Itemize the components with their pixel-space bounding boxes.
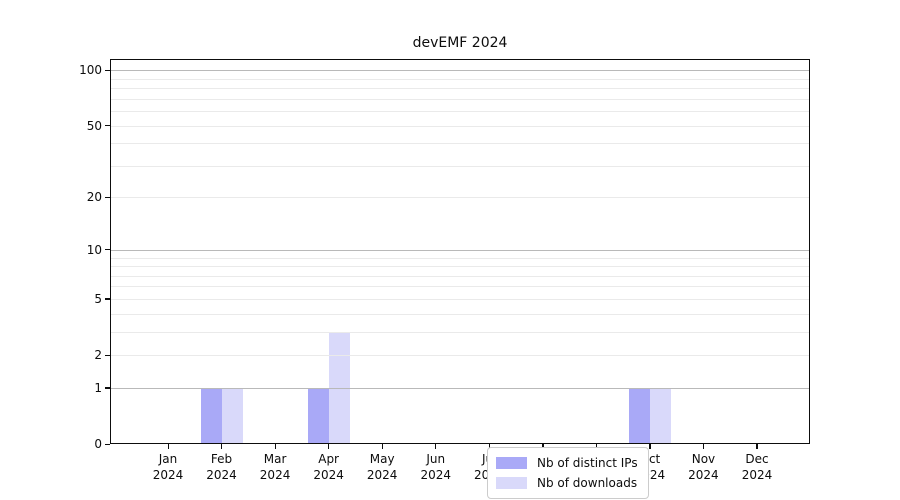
legend-label: Nb of distinct IPs: [537, 456, 638, 470]
x-tick-year: 2024: [366, 468, 398, 482]
x-tick-label-mar: Mar 2024: [243, 451, 307, 483]
x-tick-label-may: May 2024: [350, 451, 414, 483]
x-tick-month: Mar: [263, 452, 287, 466]
bar-distinct-ips-apr: [307, 387, 329, 444]
gridline-major-100: [110, 70, 810, 72]
plot-area: Nb of distinct IPs Nb of downloads: [110, 59, 810, 499]
x-tick-year: 2024: [741, 468, 773, 482]
x-tick-label-apr: Apr 2024: [297, 451, 361, 483]
x-tick-mark-jul: [488, 444, 490, 449]
bar-distinct-ips-oct: [628, 387, 650, 444]
x-tick-month: Jun: [426, 452, 446, 466]
y-tick-label-0: 0: [94, 437, 102, 451]
gridline-minor-80: [110, 88, 810, 90]
x-tick-mark-aug: [542, 444, 544, 449]
x-tick-year: 2024: [152, 468, 184, 482]
y-tick-label-5: 5: [94, 291, 102, 306]
x-tick-month: Feb: [210, 452, 233, 466]
gridlines-layer: [110, 59, 810, 444]
y-tick-mark-20: [105, 196, 110, 199]
gridline-minor-9: [110, 257, 810, 259]
y-tick-label-20: 20: [86, 190, 102, 205]
gridline-minor-90: [110, 78, 810, 80]
gridline-minor-20: [110, 197, 810, 199]
x-tick-mark-feb: [221, 444, 223, 449]
gridline-minor-60: [110, 111, 810, 113]
x-tick-label-nov: Nov 2024: [671, 451, 735, 483]
x-tick-year: 2024: [259, 468, 291, 482]
gridline-major-10: [110, 249, 810, 251]
gridline-minor-50: [110, 125, 810, 127]
bar-distinct-ips-feb: [200, 387, 222, 444]
bar-downloads-feb: [221, 387, 243, 444]
legend: Nb of distinct IPs Nb of downloads: [487, 447, 649, 499]
x-tick-mark-sep: [595, 444, 598, 449]
x-tick-mark-apr: [328, 444, 330, 449]
x-tick-year: 2024: [420, 468, 451, 482]
gridline-minor-40: [110, 143, 810, 145]
gridline-minor-2: [110, 355, 810, 357]
gridline-minor-6: [110, 286, 810, 288]
bars-layer: [110, 59, 810, 444]
x-tick-month: May: [369, 452, 395, 466]
chart-title: devEMF 2024: [412, 35, 508, 51]
legend-swatch-distinct-ips: [496, 457, 527, 469]
y-tick-label-1: 1: [94, 380, 102, 395]
y-tick-mark-50: [105, 125, 110, 127]
y-tick-mark-1: [105, 387, 110, 389]
bar-downloads-apr: [328, 331, 350, 444]
gridline-minor-5: [110, 298, 810, 300]
gridline-minor-7: [110, 275, 810, 277]
x-tick-year: 2024: [206, 468, 237, 482]
gridline-minor-8: [110, 266, 810, 268]
y-tick-mark-100: [105, 69, 110, 71]
y-tick-mark-2: [105, 354, 110, 356]
x-tick-label-jun: Jun 2024: [404, 451, 468, 483]
x-tick-mark-oct: [649, 444, 651, 449]
y-tick-mark-0: [105, 443, 110, 445]
x-tick-label-jan: Jan 2024: [136, 451, 200, 483]
x-tick-month: Apr: [318, 452, 339, 466]
x-tick-mark-dec: [756, 444, 758, 449]
gridline-minor-4: [110, 313, 810, 315]
x-tick-month: Dec: [745, 452, 769, 466]
legend-swatch-downloads: [496, 477, 527, 489]
x-tick-year: 2024: [688, 468, 719, 482]
y-tick-label-10: 10: [86, 242, 102, 257]
legend-label: Nb of downloads: [537, 476, 638, 490]
x-tick-mark-nov: [702, 444, 705, 449]
x-tick-month: Jan: [158, 452, 178, 466]
legend-item-downloads: Nb of downloads: [496, 473, 638, 493]
gridline-minor-30: [110, 165, 810, 167]
x-tick-year: 2024: [313, 468, 344, 482]
x-tick-mark-may: [381, 444, 383, 449]
y-tick-label-2: 2: [94, 348, 102, 363]
y-tick-mark-10: [105, 249, 110, 251]
legend-item-distinct-ips: Nb of distinct IPs: [496, 453, 638, 473]
gridline-minor-70: [110, 98, 810, 100]
x-tick-mark-jun: [435, 444, 437, 449]
x-tick-label-feb: Feb 2024: [190, 451, 254, 483]
x-tick-mark-mar: [274, 444, 276, 449]
x-tick-mark-jan: [167, 444, 169, 449]
x-tick-month: Nov: [691, 452, 716, 466]
gridline-major-1: [110, 387, 810, 389]
y-tick-label-50: 50: [86, 118, 102, 133]
y-tick-mark-5: [105, 298, 110, 300]
y-tick-label-100: 100: [79, 63, 102, 78]
gridline-minor-3: [110, 331, 810, 333]
x-tick-label-dec: Dec 2024: [725, 451, 789, 483]
bar-downloads-oct: [649, 387, 671, 444]
